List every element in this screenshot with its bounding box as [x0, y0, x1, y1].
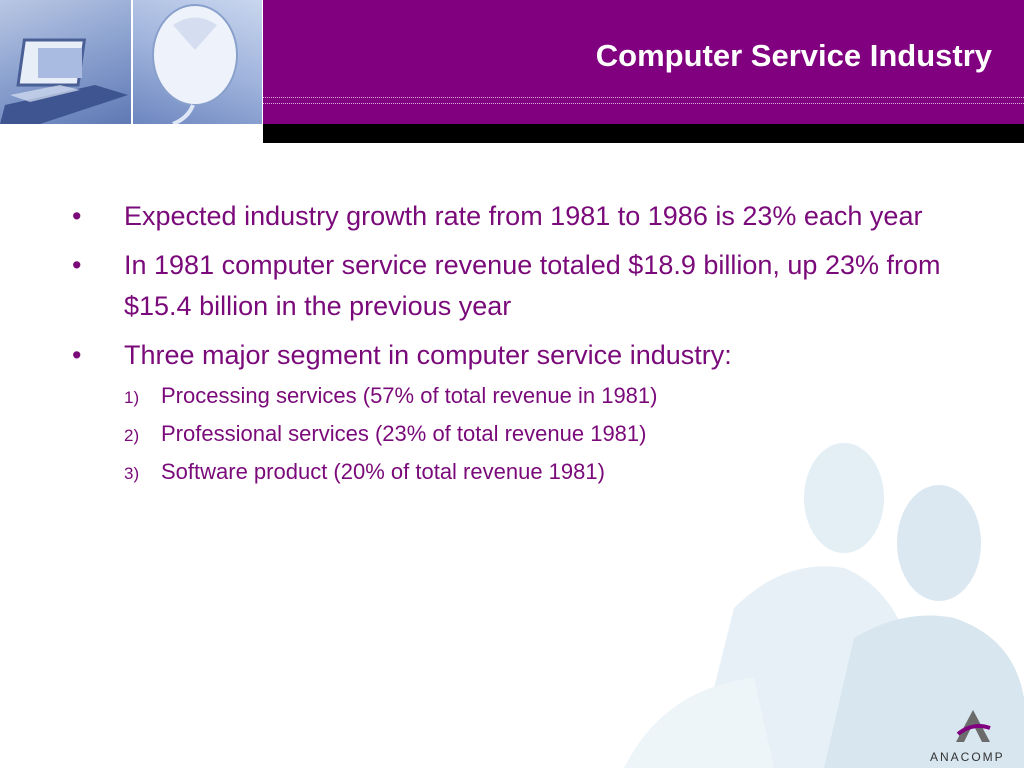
divider — [263, 97, 1024, 98]
sub-item-text: Professional services (23% of total reve… — [161, 421, 647, 446]
bullet-item: • In 1981 computer service revenue total… — [72, 245, 952, 327]
slide-content: • Expected industry growth rate from 198… — [72, 196, 952, 490]
sub-item: 1) Processing services (57% of total rev… — [72, 378, 952, 414]
bullet-marker: • — [72, 201, 82, 231]
sub-item-number: 2) — [124, 426, 140, 445]
mouse-photo — [133, 0, 262, 124]
logo-text: ANACOMP — [930, 750, 1005, 764]
bullet-marker: • — [72, 250, 82, 280]
laptop-photo — [0, 0, 131, 124]
sub-item-text: Processing services (57% of total revenu… — [161, 383, 658, 408]
bullet-item: • Three major segment in computer servic… — [72, 335, 952, 376]
bullet-item: • Expected industry growth rate from 198… — [72, 196, 952, 237]
business-people-watermark — [544, 438, 1024, 768]
page-title: Computer Service Industry — [595, 38, 992, 73]
bullet-text: Three major segment in computer service … — [124, 340, 732, 370]
sub-item: 2) Professional services (23% of total r… — [72, 416, 952, 452]
header-bar — [263, 124, 1024, 143]
sub-item-number: 3) — [124, 464, 140, 483]
sub-item-number: 1) — [124, 388, 140, 407]
anacomp-logo-icon — [956, 710, 991, 742]
bullet-text: In 1981 computer service revenue totaled… — [124, 250, 941, 321]
sub-item: 3) Software product (20% of total revenu… — [72, 454, 952, 490]
slide-header: Computer Service Industry — [0, 0, 1024, 143]
sub-item-text: Software product (20% of total revenue 1… — [161, 459, 605, 484]
bullet-marker: • — [72, 340, 82, 370]
divider — [263, 103, 1024, 104]
bullet-text: Expected industry growth rate from 1981 … — [124, 201, 923, 231]
anacomp-logo: ANACOMP — [928, 708, 1018, 764]
